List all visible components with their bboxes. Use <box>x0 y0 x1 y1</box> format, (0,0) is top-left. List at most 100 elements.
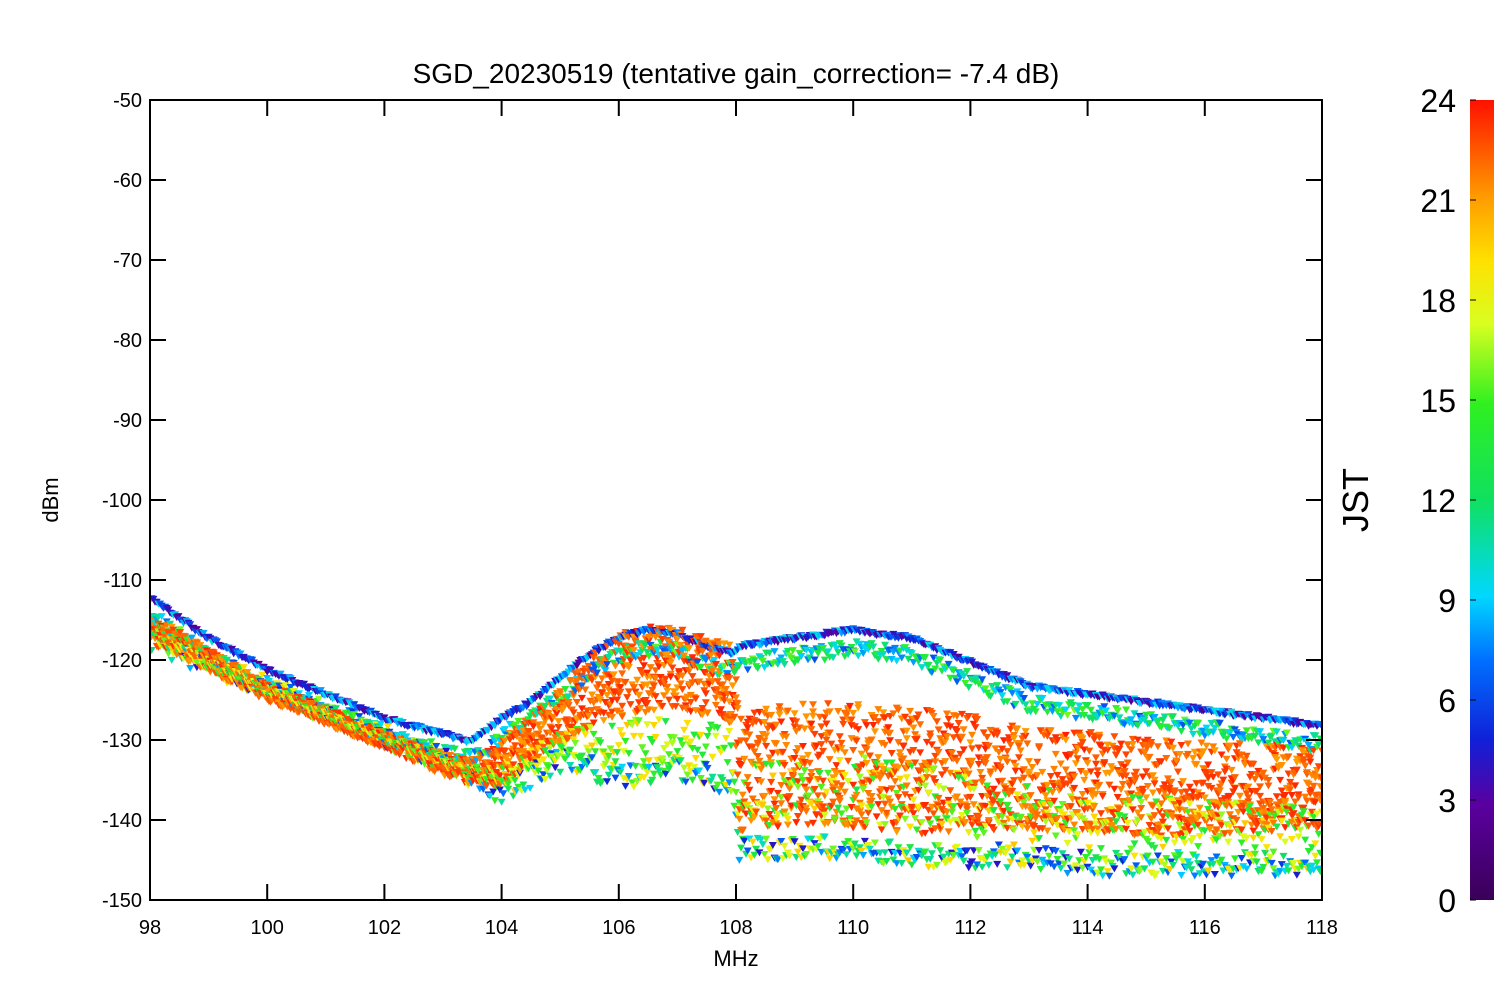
noise-point <box>646 641 655 649</box>
noise-point <box>1140 865 1149 873</box>
noise-point <box>829 774 838 782</box>
noise-point <box>1096 866 1105 874</box>
noise-point <box>978 778 987 786</box>
noise-point <box>1028 837 1037 845</box>
noise-point <box>732 694 740 702</box>
noise-point <box>613 696 622 704</box>
noise-point <box>914 803 923 811</box>
noise-point <box>897 803 906 811</box>
noise-point <box>695 646 704 654</box>
noise-point <box>897 859 906 867</box>
noise-point <box>1185 719 1194 727</box>
noise-point <box>780 808 789 816</box>
noise-point <box>1070 784 1079 792</box>
noise-point <box>745 786 754 794</box>
noise-point <box>773 810 782 818</box>
noise-point <box>737 761 746 769</box>
noise-point <box>666 673 675 681</box>
noise-point <box>1137 814 1146 822</box>
noise-point <box>1160 784 1169 792</box>
noise-point <box>730 802 739 810</box>
noise-point <box>1004 806 1013 814</box>
noise-point <box>1100 760 1109 768</box>
noise-point <box>882 786 891 794</box>
noise-point <box>946 787 955 795</box>
noise-point <box>881 821 890 829</box>
noise-point <box>623 694 632 702</box>
noise-point <box>951 816 960 824</box>
noise-point <box>618 670 627 678</box>
noise-point <box>902 782 911 790</box>
noise-point <box>711 732 720 740</box>
noise-point <box>1035 743 1044 751</box>
noise-point <box>1179 722 1188 730</box>
noise-point <box>906 844 915 852</box>
noise-point <box>1061 706 1070 714</box>
noise-point <box>723 759 732 767</box>
noise-point <box>281 682 290 690</box>
noise-point <box>887 803 896 811</box>
noise-point <box>1112 818 1121 826</box>
noise-point <box>1061 731 1070 739</box>
noise-point <box>658 625 667 633</box>
noise-point <box>733 700 742 708</box>
noise-point <box>1095 856 1104 864</box>
noise-point <box>1122 751 1131 759</box>
noise-point <box>1115 714 1124 722</box>
noise-point <box>810 730 819 738</box>
noise-point <box>1185 783 1194 791</box>
noise-point <box>588 754 597 762</box>
noise-point <box>864 809 873 817</box>
noise-point <box>1093 767 1102 775</box>
noise-point <box>852 638 861 646</box>
noise-point <box>924 863 933 871</box>
noise-point <box>1113 794 1122 802</box>
noise-point <box>1053 736 1062 744</box>
noise-point <box>1023 853 1032 861</box>
noise-point <box>852 791 861 799</box>
noise-point <box>770 648 779 656</box>
noise-point <box>1041 792 1050 800</box>
noise-point <box>651 667 660 675</box>
noise-point <box>1063 839 1072 847</box>
noise-point <box>1175 800 1184 808</box>
noise-point <box>732 788 740 796</box>
noise-point <box>398 731 407 739</box>
noise-point <box>1045 787 1054 795</box>
noise-point <box>937 820 946 828</box>
noise-point <box>701 743 710 751</box>
noise-point <box>708 773 717 781</box>
noise-point <box>1051 832 1060 840</box>
noise-point <box>793 848 802 856</box>
noise-point <box>830 641 839 649</box>
noise-point <box>638 646 647 654</box>
noise-point <box>701 669 710 677</box>
noise-point <box>1075 702 1084 710</box>
noise-point <box>899 755 908 763</box>
noise-point <box>691 754 700 762</box>
noise-point <box>941 766 950 774</box>
noise-point <box>1123 819 1132 827</box>
noise-point <box>1053 814 1062 822</box>
noise-point <box>934 782 943 790</box>
noise-point <box>665 751 674 759</box>
noise-point <box>847 818 856 826</box>
noise-point <box>939 853 948 861</box>
noise-point <box>1160 861 1169 869</box>
noise-point <box>1043 827 1052 835</box>
noise-point <box>886 729 895 737</box>
noise-point <box>616 684 625 692</box>
noise-point <box>792 728 801 736</box>
noise-point <box>984 861 993 869</box>
noise-point <box>1091 854 1100 862</box>
noise-point <box>978 863 987 871</box>
noise-point <box>614 742 623 750</box>
noise-point <box>904 655 913 663</box>
noise-point <box>628 643 637 651</box>
noise-point <box>999 822 1008 830</box>
noise-point <box>969 801 978 809</box>
noise-point <box>906 823 915 831</box>
noise-point <box>859 786 868 794</box>
noise-point <box>822 788 831 796</box>
noise-point <box>683 771 692 779</box>
